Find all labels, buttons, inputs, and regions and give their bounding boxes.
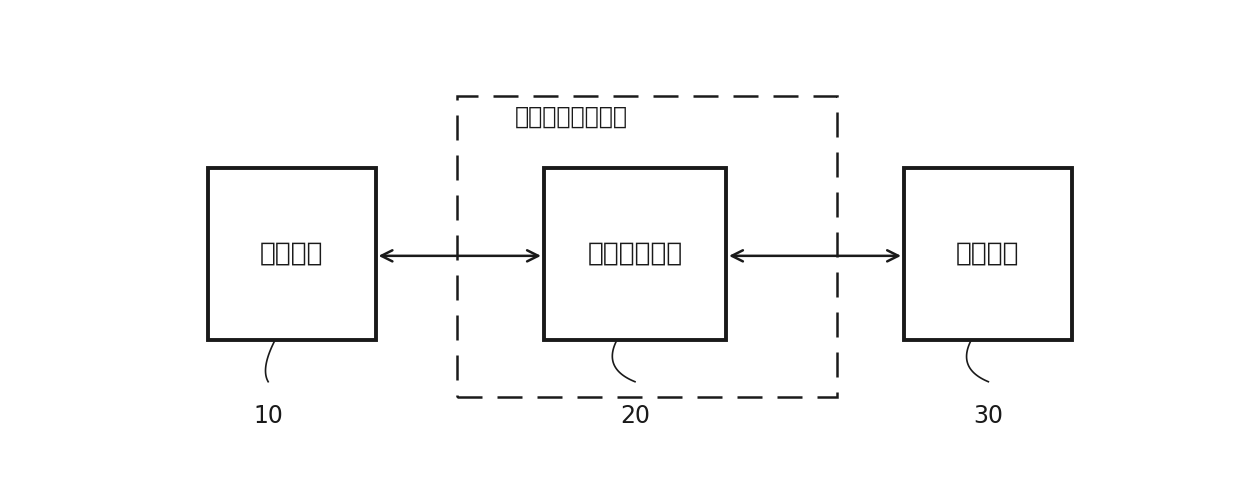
Bar xyxy=(457,96,836,397)
Text: 交易处理中心: 交易处理中心 xyxy=(587,241,683,267)
Text: 支付终端: 支付终端 xyxy=(260,241,323,267)
Bar xyxy=(904,167,1072,341)
Text: 上游系统: 上游系统 xyxy=(957,241,1020,267)
Bar xyxy=(208,167,375,341)
Text: 10: 10 xyxy=(253,404,284,428)
Bar xyxy=(544,167,726,341)
Text: 30: 30 xyxy=(974,404,1004,428)
Text: 金融交易处理系统: 金融交易处理系统 xyxy=(515,105,628,129)
Text: 20: 20 xyxy=(620,404,650,428)
